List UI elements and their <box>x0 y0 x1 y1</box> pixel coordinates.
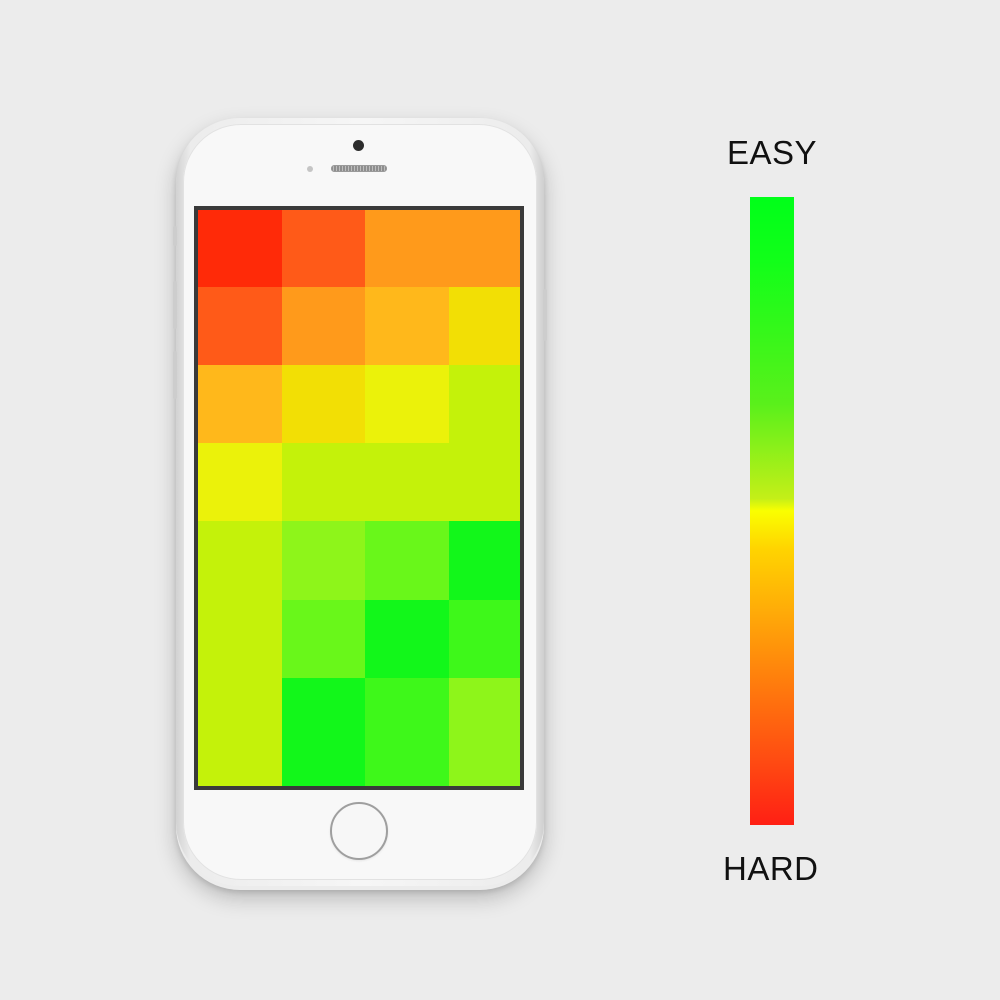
proximity-sensor-icon <box>307 166 313 172</box>
heatmap-cell-r1-c2 <box>282 210 365 287</box>
heatmap-cell-r4-c3 <box>365 443 449 521</box>
heatmap-cell-r5-c4 <box>449 521 520 600</box>
heatmap-cell-r7-c2 <box>282 678 365 786</box>
heatmap-cell-r5-c3 <box>365 521 449 600</box>
heatmap-cell-r3-c4 <box>449 365 520 443</box>
heatmap-cell-r6-c3 <box>365 600 449 678</box>
heatmap-cell-r2-c1 <box>198 287 282 365</box>
heatmap-cell-r1-c3 <box>365 210 449 287</box>
home-button-icon <box>330 802 388 860</box>
heatmap-cell-r7-c3 <box>365 678 449 786</box>
heatmap-cell-r6-c4 <box>449 600 520 678</box>
power-button <box>543 289 547 341</box>
volume-down-button <box>173 351 177 399</box>
silent-switch-button <box>173 226 177 246</box>
heatmap-cell-r4-c4 <box>449 443 520 521</box>
legend-easy-label: EASY <box>727 134 818 171</box>
heatmap-cell-r3-c2 <box>282 365 365 443</box>
heatmap-cell-r6-c2 <box>282 600 365 678</box>
front-camera-icon <box>353 140 364 151</box>
legend-hard-label: HARD <box>723 850 819 887</box>
legend-gradient-bar <box>750 197 794 825</box>
phone-screen <box>194 206 524 790</box>
heatmap-cell-r1-c4 <box>449 210 520 287</box>
heatmap-cell-r5-c2 <box>282 521 365 600</box>
heatmap-cell-r2-c3 <box>365 287 449 365</box>
heatmap-cell-r7-c4 <box>449 678 520 786</box>
heatmap-grid <box>198 210 520 786</box>
heatmap-cell-r5-c1 <box>198 521 282 600</box>
heatmap-cell-r4-c1 <box>198 443 282 521</box>
heatmap-cell-r2-c2 <box>282 287 365 365</box>
volume-up-button <box>173 281 177 329</box>
heatmap-cell-r2-c4 <box>449 287 520 365</box>
heatmap-cell-r4-c2 <box>282 443 365 521</box>
heatmap-cell-r1-c1 <box>198 210 282 287</box>
heatmap-cell-r7-c1 <box>198 678 282 786</box>
heatmap-cell-r3-c3 <box>365 365 449 443</box>
heatmap-cell-r6-c1 <box>198 600 282 678</box>
heatmap-cell-r3-c1 <box>198 365 282 443</box>
earpiece-speaker-icon <box>331 165 387 172</box>
